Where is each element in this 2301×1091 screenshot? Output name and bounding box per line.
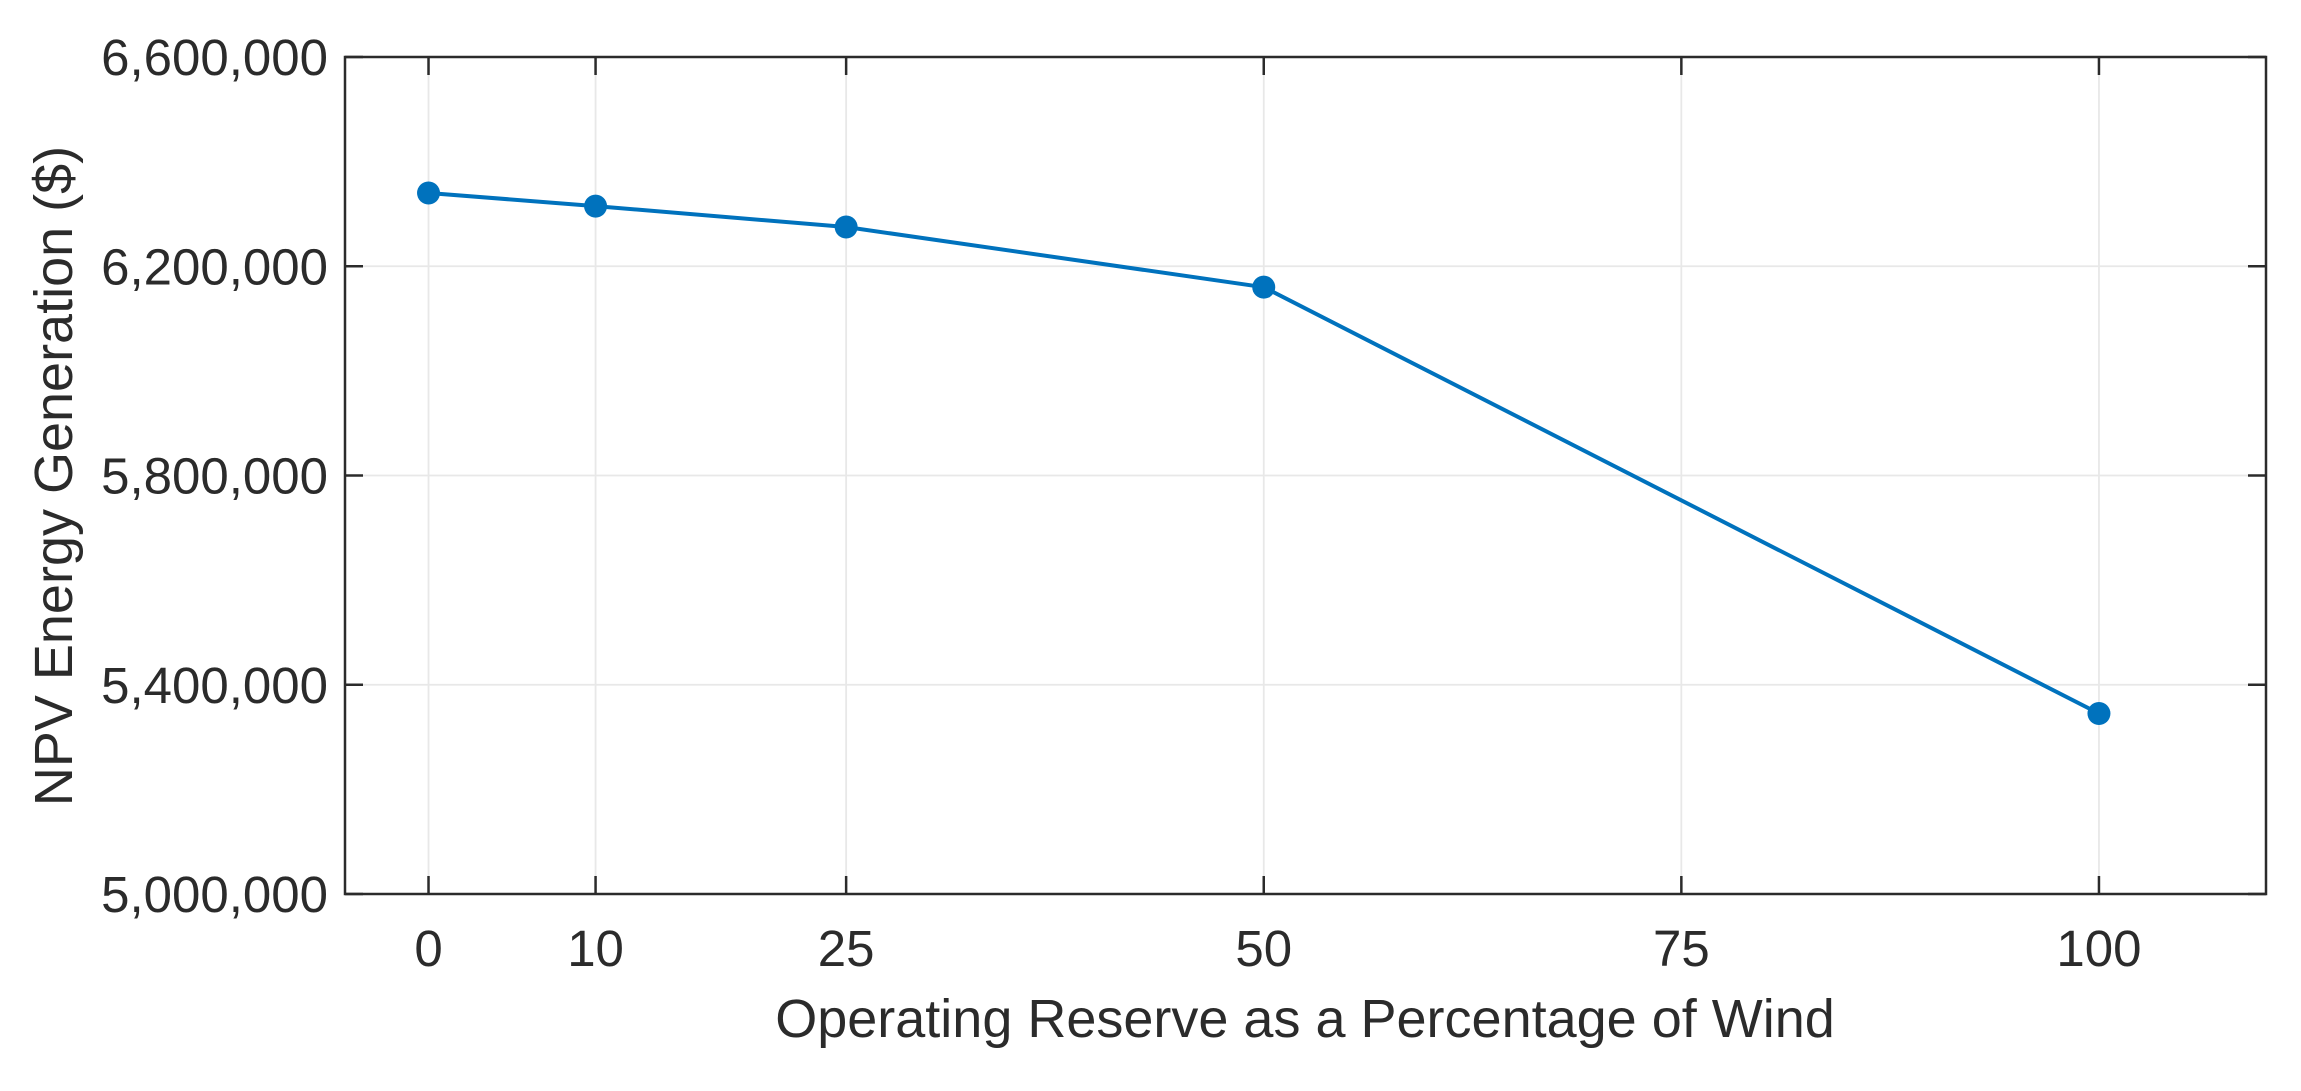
data-point [417, 181, 441, 205]
x-tick-label: 10 [567, 920, 624, 977]
y-axis-label: NPV Energy Generation ($) [24, 146, 84, 806]
data-point [2087, 702, 2111, 726]
x-tick-label: 100 [2056, 920, 2141, 977]
data-series-layer [417, 181, 2111, 726]
y-tick-label: 5,800,000 [101, 448, 328, 505]
x-tick-label: 75 [1653, 920, 1710, 977]
y-tick-label: 6,200,000 [101, 238, 328, 295]
grid-layer [345, 57, 2266, 894]
data-point [834, 215, 858, 239]
y-tick-label: 5,000,000 [101, 866, 328, 923]
x-tick-label: 25 [818, 920, 875, 977]
axis-layer [343, 55, 2268, 896]
x-tick-label: 0 [414, 920, 442, 977]
tick-label-layer: 0 10 25 50 75 100 5,000,000 5,400,000 5,800,000 6… [101, 29, 2141, 977]
data-point [584, 194, 608, 218]
x-axis-label: Operating Reserve as a Percentage of Win… [775, 989, 1835, 1049]
data-point [1252, 275, 1276, 299]
y-tick-label: 5,400,000 [101, 657, 328, 714]
y-tick-label: 6,600,000 [101, 29, 328, 86]
x-tick-label: 50 [1235, 920, 1292, 977]
